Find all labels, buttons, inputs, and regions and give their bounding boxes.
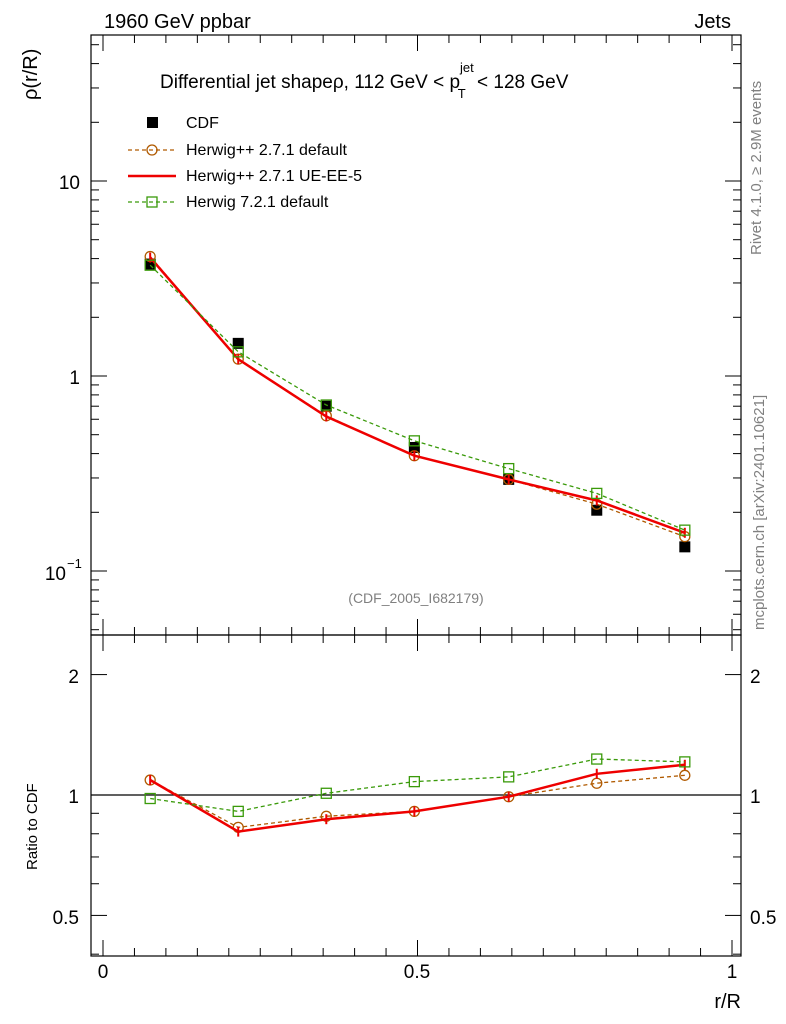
ratio-point-herwig-2-7-1-default	[679, 769, 691, 781]
legend-label-herwig7: Herwig 7.2.1 default	[186, 194, 329, 211]
ratio-y-tick-label-2: 2	[68, 667, 79, 688]
analysis-id-label: (CDF_2005_I682179)	[348, 590, 483, 606]
x-tick-label-1: 1	[727, 962, 738, 983]
ratio-line-herwig-2-7-1-default	[149, 774, 685, 829]
ratio-y-axis-label: Ratio to CDF	[24, 783, 41, 870]
ratio-y-tick-label-1: 1	[68, 787, 79, 808]
ratio-point-herwig-2-7-1-default	[591, 777, 603, 789]
ratio-line-herwig-7-2-1-default	[150, 758, 685, 813]
rivet-info-label: Rivet 4.1.0, ≥ 2.9M events	[748, 81, 765, 255]
ratio-y-tick-label-0.5-right: 0.5	[750, 908, 776, 929]
ratio-point-herwig-7-2-1-default	[591, 753, 603, 765]
legend-label-cdf: CDF	[186, 115, 219, 132]
main-line-herwig-2-7-1-default	[149, 256, 686, 538]
main-point-herwig-7-2-1-default	[232, 346, 244, 358]
x-tick-label-0.5: 0.5	[404, 962, 430, 983]
y-tick-label-0.1: 10	[45, 564, 66, 585]
ratio-y-tick-label-1-right: 1	[750, 787, 761, 808]
title-superscript: jet	[459, 60, 474, 75]
main-plot-title: Differential jet shapeρ, 112 GeV < pjet T…	[160, 60, 569, 101]
y-tick-label-10: 10	[59, 173, 80, 194]
ratio-point-herwig-7-2-1-default	[503, 771, 515, 783]
ratio-point-herwig-7-2-1-default	[408, 775, 421, 788]
main-point-herwig-7-2-1-default	[503, 462, 515, 475]
main-point-cdf	[591, 504, 603, 516]
ratio-axis-ticks	[91, 635, 741, 956]
title-tail-text: < 128 GeV	[472, 72, 569, 93]
collision-label: 1960 GeV ppbar	[104, 11, 251, 33]
ratio-point-herwig-7-2-1-default	[320, 787, 332, 799]
main-point-cdf	[679, 541, 691, 553]
title-subscript: T	[458, 86, 466, 101]
y-tick-label-0.1-exponent: −1	[67, 556, 82, 571]
x-axis-label: r/R	[714, 991, 741, 1013]
legend-label-herwigpp-ueee5: Herwig++ 2.7.1 UE-EE-5	[186, 168, 362, 185]
main-point-herwig-7-2-1-default	[320, 399, 332, 411]
ratio-point-herwig-7-2-1-default	[679, 756, 691, 768]
main-line-herwig-7-2-1-default	[149, 264, 686, 531]
y-tick-label-1: 1	[69, 368, 80, 389]
main-point-cdf	[408, 441, 420, 453]
main-point-herwig-7-2-1-default	[144, 259, 156, 271]
main-point-cdf	[320, 400, 332, 412]
main-axis-ticks	[91, 35, 741, 635]
category-label: Jets	[694, 11, 731, 33]
ratio-point-herwig-7-2-1-default	[232, 805, 244, 818]
title-main-text: Differential jet shapeρ, 112 GeV < p	[160, 72, 460, 93]
main-point-cdf	[232, 337, 244, 349]
ratio-y-tick-label-0.5: 0.5	[53, 908, 79, 929]
ratio-point-herwig-7-2-1-default	[144, 792, 156, 805]
ratio-y-tick-label-2-right: 2	[750, 667, 761, 688]
legend-label-herwigpp-default: Herwig++ 2.7.1 default	[186, 142, 348, 159]
legend-marker-cdf	[147, 117, 158, 128]
x-tick-label-0: 0	[98, 962, 109, 983]
main-point-herwig-7-2-1-default	[408, 435, 421, 447]
main-point-herwig-7-2-1-default	[679, 524, 691, 536]
legend-marker-herwig7	[146, 196, 158, 208]
mcplots-credit-label: mcplots.cern.ch [arXiv:2401.10621]	[751, 395, 768, 630]
legend-marker-herwigpp-default	[146, 144, 158, 156]
ratio-series-group	[144, 753, 691, 837]
main-series-group	[144, 250, 691, 553]
ratio-line-herwig-2-7-1-ue-ee-5	[149, 763, 685, 833]
legend: CDF Herwig++ 2.7.1 default Herwig++ 2.7.…	[128, 115, 362, 211]
main-point-herwig-7-2-1-default	[591, 487, 603, 500]
main-point-cdf	[144, 258, 156, 270]
main-line-herwig-2-7-1-ue-ee-5	[149, 256, 686, 534]
main-y-axis-label: ρ(r/R)	[20, 49, 42, 100]
